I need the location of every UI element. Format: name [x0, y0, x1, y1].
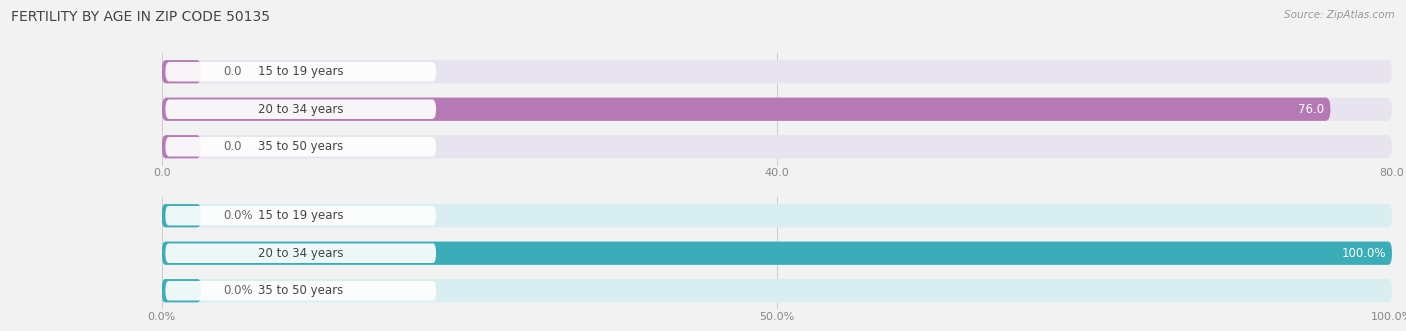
- Text: 100.0%: 100.0%: [1341, 247, 1386, 260]
- FancyBboxPatch shape: [162, 60, 201, 83]
- Text: 0.0%: 0.0%: [224, 209, 253, 222]
- Text: Source: ZipAtlas.com: Source: ZipAtlas.com: [1284, 10, 1395, 20]
- Text: 35 to 50 years: 35 to 50 years: [259, 140, 343, 153]
- Text: 20 to 34 years: 20 to 34 years: [257, 247, 343, 260]
- FancyBboxPatch shape: [166, 62, 436, 81]
- FancyBboxPatch shape: [162, 204, 1392, 227]
- FancyBboxPatch shape: [162, 242, 1392, 265]
- Text: 0.0: 0.0: [224, 65, 242, 78]
- Text: 0.0: 0.0: [224, 140, 242, 153]
- FancyBboxPatch shape: [166, 243, 436, 263]
- FancyBboxPatch shape: [166, 206, 436, 225]
- FancyBboxPatch shape: [162, 204, 201, 227]
- FancyBboxPatch shape: [162, 98, 1392, 121]
- FancyBboxPatch shape: [166, 99, 436, 119]
- FancyBboxPatch shape: [162, 135, 1392, 158]
- FancyBboxPatch shape: [166, 281, 436, 301]
- FancyBboxPatch shape: [162, 98, 1330, 121]
- Text: 76.0: 76.0: [1298, 103, 1324, 116]
- FancyBboxPatch shape: [162, 242, 1392, 265]
- Text: 15 to 19 years: 15 to 19 years: [257, 209, 343, 222]
- FancyBboxPatch shape: [162, 279, 201, 302]
- FancyBboxPatch shape: [162, 60, 1392, 83]
- Text: 35 to 50 years: 35 to 50 years: [259, 284, 343, 297]
- Text: FERTILITY BY AGE IN ZIP CODE 50135: FERTILITY BY AGE IN ZIP CODE 50135: [11, 10, 270, 24]
- Text: 15 to 19 years: 15 to 19 years: [257, 65, 343, 78]
- FancyBboxPatch shape: [166, 137, 436, 157]
- Text: 20 to 34 years: 20 to 34 years: [257, 103, 343, 116]
- FancyBboxPatch shape: [162, 135, 201, 158]
- FancyBboxPatch shape: [162, 279, 1392, 302]
- Text: 0.0%: 0.0%: [224, 284, 253, 297]
